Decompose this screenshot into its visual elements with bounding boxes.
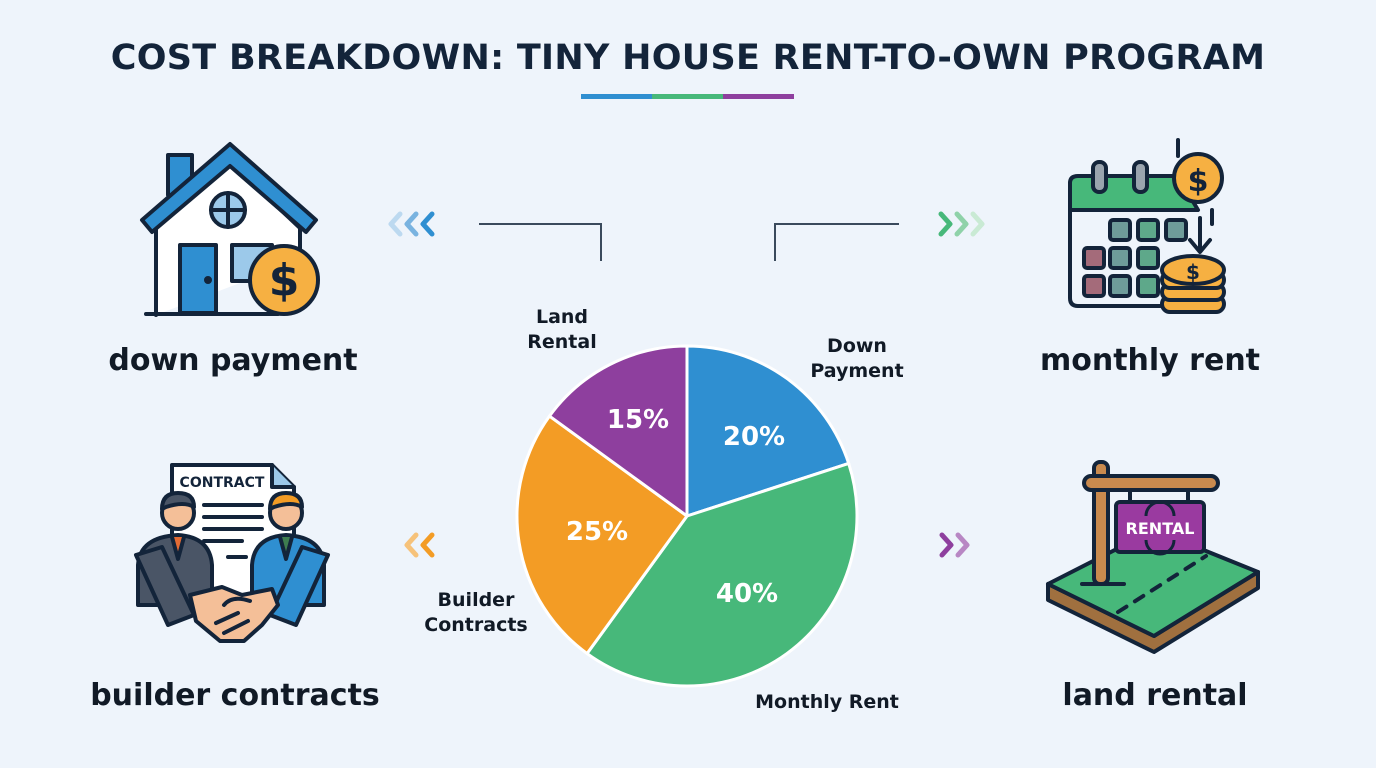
slice-label-down-payment-line2: Payment [810, 360, 904, 382]
dollar-sign-icon: $ [1186, 260, 1200, 284]
house-with-dollar-icon: $ [140, 142, 320, 317]
rental-ring-icon [1144, 500, 1176, 556]
underline-green-segment [652, 94, 723, 99]
category-label-builder-contracts: builder contracts [90, 678, 380, 713]
chevrons-right-purple-icon [939, 532, 970, 558]
pie-chart: 20% 40% 25% 15% [515, 344, 859, 688]
underline-blue-segment [581, 94, 652, 99]
contract-handshake-icon: CONTRACT [134, 463, 330, 643]
connector-line-right [774, 223, 899, 261]
connector-line-left [479, 223, 602, 261]
percent-label-down-payment: 20% [723, 422, 785, 452]
percent-label-builder-contracts: 25% [566, 517, 628, 547]
category-label-land-rental: land rental [1062, 678, 1248, 713]
slice-label-monthly-rent: Monthly Rent [755, 691, 899, 713]
slice-label-builder-contracts: Builder Contracts [414, 588, 538, 638]
chevrons-right-green-icon [938, 211, 985, 237]
rental-sign-land-icon: RENTAL [1046, 460, 1260, 654]
pie-slice-builder-contracts [515, 414, 689, 656]
pie-slice-down-payment [685, 344, 851, 518]
pie-slice-land-rental [547, 344, 689, 518]
page-title: COST BREAKDOWN: TINY HOUSE RENT-TO-OWN P… [110, 38, 1266, 78]
underline-purple-segment [723, 94, 794, 99]
dollar-sign-icon: $ [1188, 164, 1209, 199]
contract-heading: CONTRACT [180, 475, 265, 491]
pie-slice-monthly-rent [585, 461, 859, 688]
chevrons-left-blue-icon [388, 211, 435, 237]
chevrons-left-orange-icon [404, 532, 435, 558]
dollar-sign-icon: $ [269, 255, 300, 306]
percent-label-monthly-rent: 40% [716, 579, 778, 609]
slice-label-builder-contracts-line2: Contracts [424, 614, 528, 636]
calendar-coins-icon: $ $ [1068, 138, 1226, 314]
slice-label-land-rental-line1: Land [535, 306, 589, 328]
slice-label-land-rental: Land Rental [514, 305, 610, 355]
category-label-down-payment: down payment [108, 343, 358, 378]
slice-label-down-payment-line1: Down [827, 335, 887, 357]
category-label-monthly-rent: monthly rent [1039, 343, 1261, 378]
slice-label-land-rental-line2: Rental [527, 331, 597, 353]
rental-sign-text: RENTAL [1126, 519, 1195, 538]
title-underline [581, 94, 794, 99]
slice-label-down-payment: Down Payment [800, 334, 914, 384]
percent-label-land-rental: 15% [607, 405, 669, 435]
slice-label-builder-contracts-line1: Builder [437, 589, 515, 611]
